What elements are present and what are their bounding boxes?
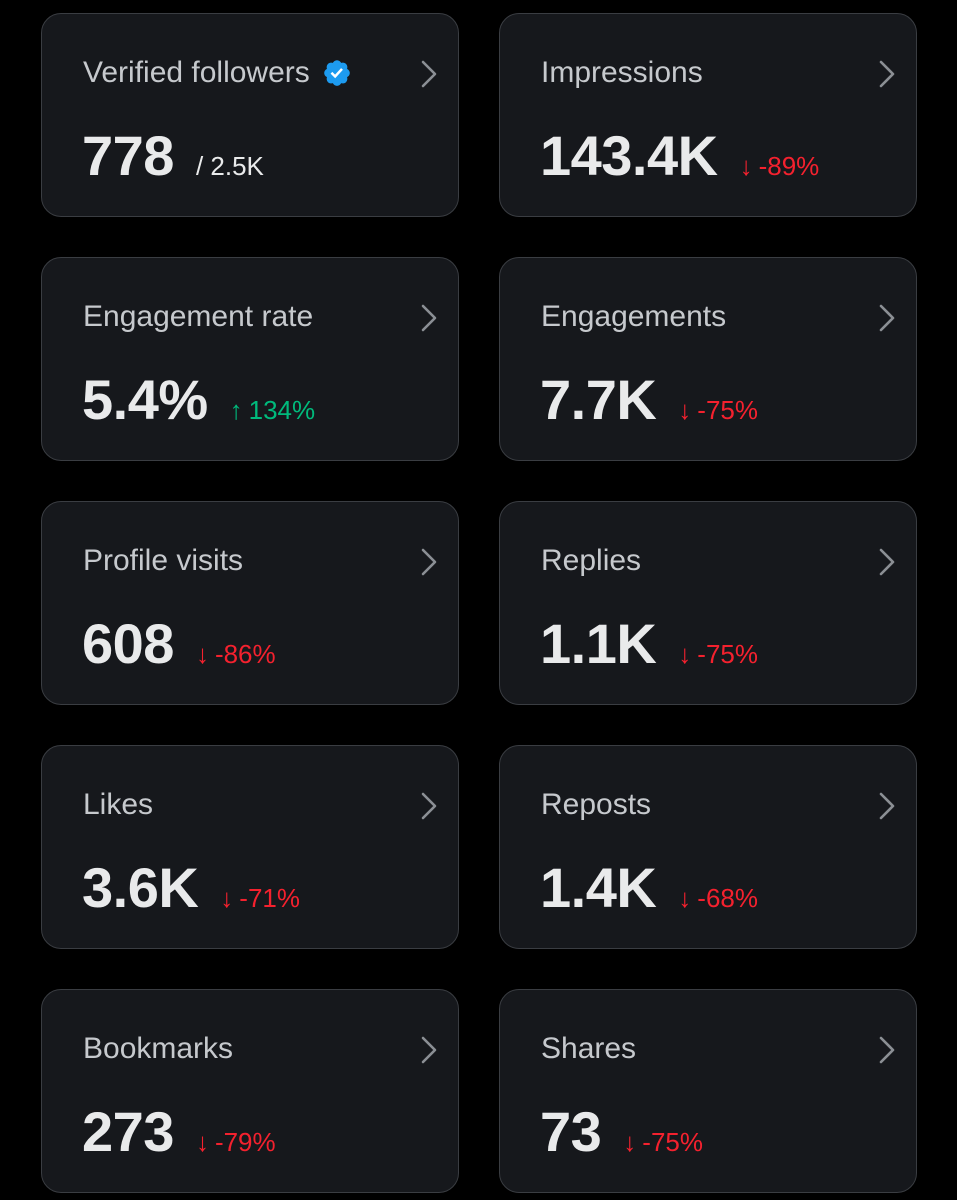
arrow-down-icon: ↓ <box>195 1127 209 1157</box>
delta-value: -75% <box>697 639 758 669</box>
metric-value: 3.6K <box>82 856 199 919</box>
metric-delta: ↑ 134% <box>230 395 316 426</box>
chevron-right-icon <box>879 304 895 332</box>
metric-card-profile-visits[interactable]: Profile visits 608 ↓ -86% <box>41 501 459 705</box>
chevron-right-icon <box>879 1036 895 1064</box>
metric-delta: ↓ -86% <box>196 639 276 670</box>
metric-card-likes[interactable]: Likes 3.6K ↓ -71% <box>41 745 459 949</box>
metric-label: Verified followers <box>83 56 310 89</box>
metric-delta: ↓ -79% <box>196 1127 276 1158</box>
metric-value-row: 778 / 2.5K <box>82 124 264 188</box>
chevron-right-icon <box>421 60 437 88</box>
arrow-down-icon: ↓ <box>739 151 753 181</box>
metric-label: Shares <box>541 1032 637 1065</box>
metric-value: 608 <box>82 612 174 675</box>
metric-label: Likes <box>83 788 154 821</box>
metric-label: Bookmarks <box>83 1032 234 1065</box>
metric-card-replies[interactable]: Replies 1.1K ↓ -75% <box>499 501 917 705</box>
delta-value: -68% <box>697 883 758 913</box>
metric-title: Likes <box>83 787 153 823</box>
metric-label: Profile visits <box>83 544 244 577</box>
arrow-down-icon: ↓ <box>220 883 234 913</box>
metric-value: 143.4K <box>540 124 718 187</box>
metric-value: 273 <box>82 1100 174 1163</box>
chevron-right-icon <box>421 792 437 820</box>
metric-value-row: 1.4K ↓ -68% <box>540 856 758 920</box>
metric-value-row: 3.6K ↓ -71% <box>82 856 300 920</box>
delta-value: -89% <box>758 151 820 181</box>
metric-title: Engagement rate <box>83 299 313 335</box>
metric-title: Bookmarks <box>83 1031 233 1067</box>
delta-value: -75% <box>697 395 758 425</box>
delta-value: -71% <box>239 883 300 913</box>
metric-secondary-value: / 2.5K <box>195 151 264 181</box>
metric-delta: ↓ -89% <box>740 151 820 182</box>
metric-title: Shares <box>541 1031 636 1067</box>
delta-value: 134% <box>248 395 316 425</box>
metric-label: Engagement rate <box>83 300 314 333</box>
metric-label: Engagements <box>541 300 727 333</box>
delta-value: -75% <box>642 1127 703 1157</box>
metrics-grid: Verified followers 778 / 2.5K Impression… <box>41 13 917 1193</box>
metric-value-row: 273 ↓ -79% <box>82 1100 276 1164</box>
metric-value-row: 7.7K ↓ -75% <box>540 368 758 432</box>
metric-card-impressions[interactable]: Impressions 143.4K ↓ -89% <box>499 13 917 217</box>
arrow-down-icon: ↓ <box>623 1127 637 1157</box>
metric-card-reposts[interactable]: Reposts 1.4K ↓ -68% <box>499 745 917 949</box>
metric-value: 778 <box>82 124 174 187</box>
metric-title: Engagements <box>541 299 726 335</box>
metric-delta: ↓ -75% <box>623 1127 703 1158</box>
metric-delta: ↓ -71% <box>220 883 300 914</box>
metric-label: Replies <box>541 544 642 577</box>
arrow-down-icon: ↓ <box>678 639 692 669</box>
metric-label: Reposts <box>541 788 652 821</box>
metric-value-row: 73 ↓ -75% <box>540 1100 703 1164</box>
metric-card-shares[interactable]: Shares 73 ↓ -75% <box>499 989 917 1193</box>
metric-value-row: 1.1K ↓ -75% <box>540 612 758 676</box>
chevron-right-icon <box>879 792 895 820</box>
arrow-down-icon: ↓ <box>678 395 692 425</box>
metric-value-row: 5.4% ↑ 134% <box>82 368 315 432</box>
metric-title: Reposts <box>541 787 651 823</box>
chevron-right-icon <box>421 304 437 332</box>
metric-title: Impressions <box>541 55 703 91</box>
metric-title: Replies <box>541 543 641 579</box>
metric-value: 5.4% <box>82 368 208 431</box>
metric-label: Impressions <box>541 56 703 89</box>
metric-value: 1.4K <box>540 856 657 919</box>
metric-value: 73 <box>540 1100 602 1163</box>
arrow-down-icon: ↓ <box>678 883 692 913</box>
metric-card-engagement-rate[interactable]: Engagement rate 5.4% ↑ 134% <box>41 257 459 461</box>
arrow-down-icon: ↓ <box>195 639 209 669</box>
metric-value-row: 608 ↓ -86% <box>82 612 276 676</box>
metric-title: Verified followers <box>83 55 352 91</box>
metric-card-verified-followers[interactable]: Verified followers 778 / 2.5K <box>41 13 459 217</box>
delta-value: -79% <box>214 1127 276 1157</box>
metric-delta: ↓ -75% <box>678 639 758 670</box>
metric-card-engagements[interactable]: Engagements 7.7K ↓ -75% <box>499 257 917 461</box>
metric-value: 7.7K <box>540 368 657 431</box>
verified-badge-icon <box>323 60 350 86</box>
metric-delta: ↓ -75% <box>678 395 758 426</box>
metric-delta: ↓ -68% <box>678 883 758 914</box>
metric-value: 1.1K <box>540 612 657 675</box>
chevron-right-icon <box>879 548 895 576</box>
chevron-right-icon <box>421 1036 437 1064</box>
metric-value-row: 143.4K ↓ -89% <box>540 124 819 188</box>
arrow-up-icon: ↑ <box>229 395 243 425</box>
chevron-right-icon <box>421 548 437 576</box>
metric-title: Profile visits <box>83 543 243 579</box>
metric-card-bookmarks[interactable]: Bookmarks 273 ↓ -79% <box>41 989 459 1193</box>
delta-value: -86% <box>214 639 276 669</box>
chevron-right-icon <box>879 60 895 88</box>
